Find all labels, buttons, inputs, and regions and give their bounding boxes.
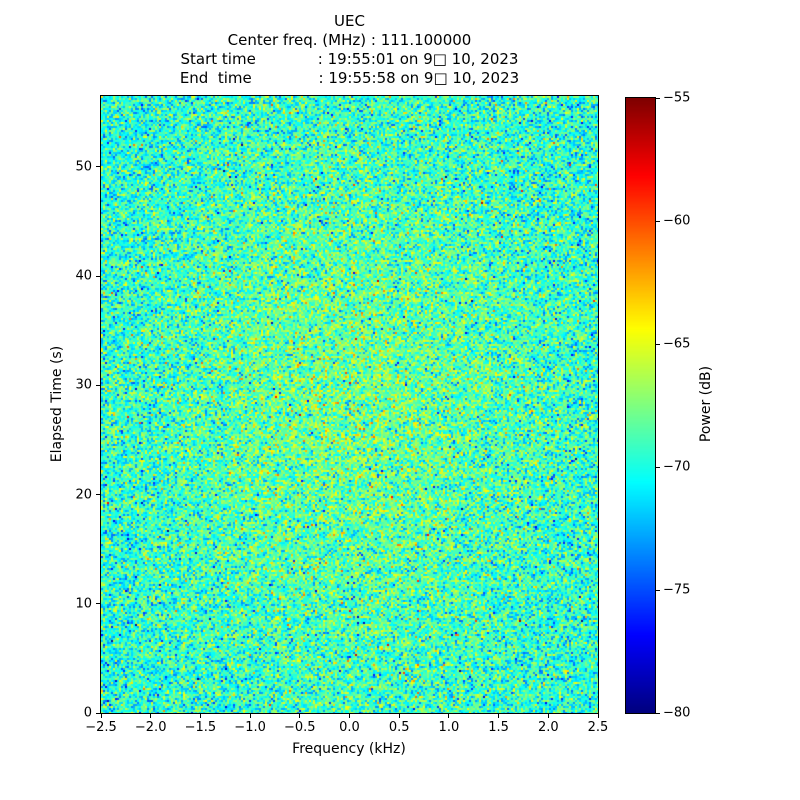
y-tick-label: 0 <box>83 705 92 721</box>
y-tick-label: 40 <box>75 268 92 284</box>
chart-title-line-2: Start time : 19:55:01 on 9□ 10, 2023 <box>180 50 519 68</box>
chart-title-line-1: Center freq. (MHz) : 111.100000 <box>227 31 472 49</box>
x-tick-mark <box>100 714 102 718</box>
x-tick-label: −1.0 <box>234 720 266 735</box>
y-tick-mark <box>96 494 100 496</box>
colorbar-tick-label: −80 <box>663 705 691 721</box>
colorbar-tick-label: −60 <box>663 213 691 229</box>
colorbar-tick-label: −70 <box>663 459 691 475</box>
colorbar-tick-mark <box>656 589 660 591</box>
x-tick-label: 0.0 <box>339 720 360 735</box>
chart-title-line-0: UEC <box>334 12 365 30</box>
x-tick-mark <box>199 714 201 718</box>
y-tick-mark <box>96 275 100 277</box>
x-tick-mark <box>547 714 549 718</box>
colorbar <box>625 97 656 714</box>
x-tick-label: −2.5 <box>85 720 117 735</box>
colorbar-label: Power (dB) <box>698 365 714 443</box>
colorbar-tick-label: −55 <box>663 90 691 106</box>
colorbar-tick-label: −65 <box>663 336 691 352</box>
y-tick-mark <box>96 166 100 168</box>
x-tick-label: 0.5 <box>388 720 410 735</box>
x-tick-mark <box>349 714 350 718</box>
x-tick-label: 1.0 <box>438 720 460 735</box>
spectrogram-plot <box>100 95 599 714</box>
y-tick-mark <box>96 712 100 714</box>
x-tick-label: −0.5 <box>284 720 316 735</box>
x-tick-mark <box>597 714 599 718</box>
x-tick-mark <box>398 714 400 718</box>
colorbar-canvas <box>626 98 655 713</box>
y-tick-label: 10 <box>75 596 92 612</box>
x-tick-label: 2.5 <box>587 720 609 735</box>
x-axis-label: Frequency (kHz) <box>292 741 406 757</box>
chart-title-block: UEC Center freq. (MHz) : 111.100000 Start … <box>100 12 599 88</box>
x-tick-mark <box>150 714 152 718</box>
colorbar-tick-mark <box>656 343 660 345</box>
y-tick-mark <box>96 603 100 605</box>
y-tick-label: 50 <box>75 159 92 175</box>
chart-title-line-3: End time : 19:55:58 on 9□ 10, 2023 <box>179 69 520 87</box>
x-tick-label: 2.0 <box>537 720 559 735</box>
x-tick-label: −1.5 <box>184 720 217 735</box>
colorbar-tick-mark <box>656 220 660 222</box>
y-tick-mark <box>96 384 100 386</box>
x-tick-mark <box>299 714 301 718</box>
x-tick-label: 1.5 <box>488 720 509 735</box>
x-tick-label: −2.0 <box>134 720 167 735</box>
colorbar-tick-mark <box>656 712 660 714</box>
y-tick-label: 20 <box>75 487 92 503</box>
x-tick-mark <box>249 714 251 718</box>
x-tick-mark <box>448 714 450 718</box>
colorbar-tick-mark <box>656 97 660 99</box>
x-tick-mark <box>498 714 500 718</box>
colorbar-tick-mark <box>656 466 660 468</box>
colorbar-tick-label: −75 <box>663 582 691 598</box>
y-tick-label: 30 <box>75 377 92 393</box>
spectrogram-canvas <box>101 96 598 713</box>
y-axis-label: Elapsed Time (s) <box>49 345 65 463</box>
